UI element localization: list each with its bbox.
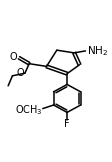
Text: F: F [64, 119, 70, 129]
Text: O: O [10, 52, 18, 62]
Text: O: O [17, 68, 24, 78]
Text: OCH$_3$: OCH$_3$ [15, 104, 43, 117]
Text: NH$_2$: NH$_2$ [87, 44, 108, 58]
